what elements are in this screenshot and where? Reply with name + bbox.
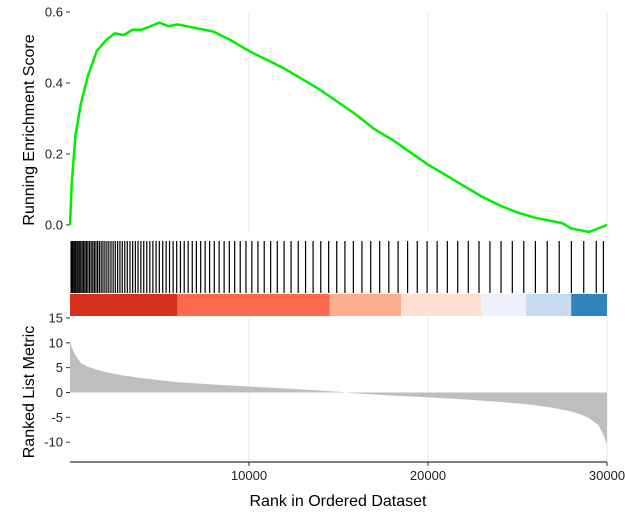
es-y-axis-title: Running Enrichment Score	[21, 34, 38, 225]
x-tick-label: 10000	[231, 468, 267, 483]
x-tick-label: 30000	[589, 468, 625, 483]
running-enrichment-panel: 0.0 0.2 0.4 0.6 Running Enrichment Score	[21, 5, 608, 234]
x-tick-label: 20000	[410, 468, 446, 483]
es-y-axis: 0.0 0.2 0.4 0.6	[45, 5, 70, 232]
rank-gradient-panel	[70, 294, 607, 316]
es-y-tick-label: 0.6	[45, 5, 63, 20]
rank-gradient-segment	[481, 294, 527, 316]
rm-y-tick-label: 15	[49, 311, 63, 326]
es-y-tick-label: 0.4	[45, 75, 63, 90]
rm-y-tick-label: 0	[56, 385, 63, 400]
rm-y-tick-label: 10	[49, 335, 63, 350]
x-axis-title: Rank in Ordered Dataset	[250, 493, 428, 510]
rm-y-axis: 15 10 5 0 -5 -10	[44, 311, 70, 450]
rm-x-axis: 10000 20000 30000	[231, 462, 625, 483]
rank-gradient-segment	[401, 294, 482, 316]
rm-y-tick-label: 5	[56, 360, 63, 375]
ranked-metric-panel: 15 10 5 0 -5 -10 10000 20000 30000 Ranked List …	[21, 311, 625, 511]
es-y-tick-label: 0.2	[45, 146, 63, 161]
rank-gradient-segment	[70, 294, 178, 316]
rank-gradient-segment	[329, 294, 402, 316]
rm-y-tick-label: -10	[44, 435, 63, 450]
running-enrichment-line	[68, 21, 608, 234]
es-y-tick-label: 0.0	[45, 217, 63, 232]
rm-y-axis-title: Ranked List Metric	[21, 326, 38, 459]
ranked-metric-area	[70, 340, 607, 445]
hit-ticks-panel	[70, 241, 605, 293]
rank-gradient-segment	[526, 294, 572, 316]
es-gridlines	[248, 12, 608, 232]
rm-y-tick-label: -5	[51, 410, 63, 425]
rank-gradient-segment	[177, 294, 330, 316]
rank-gradient-segment	[571, 294, 607, 316]
